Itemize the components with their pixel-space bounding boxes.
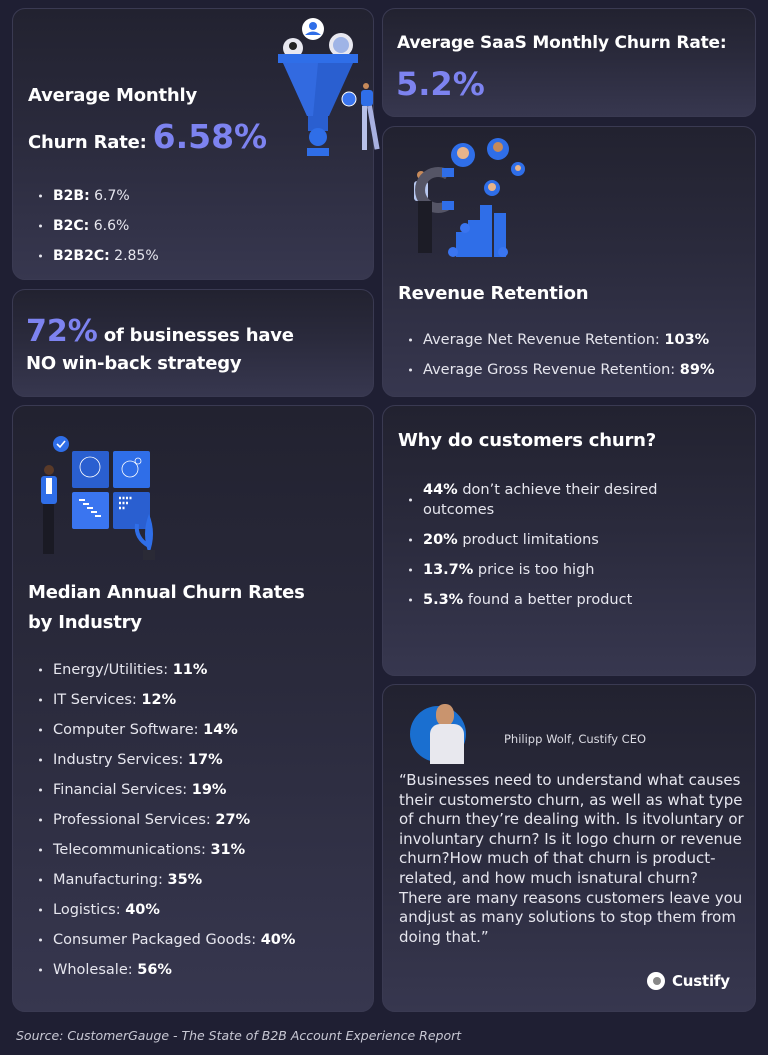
winback-text-line2: NO win-back strategy [26, 353, 242, 374]
list-item: Financial Services: 19% [29, 775, 295, 805]
avg-monthly-churn-card: Average Monthly Churn Rate: 6.58% B2B: 6… [12, 8, 380, 280]
list-item: Professional Services: 27% [29, 805, 295, 835]
revenue-retention-card: Revenue Retention Average Net Revenue Re… [382, 126, 756, 397]
avg-monthly-title-line2: Churn Rate: [28, 132, 147, 153]
why-churn-card: Why do customers churn? 44% don’t achiev… [382, 405, 756, 676]
quote-card: Philipp Wolf, Custify CEO “Businesses ne… [382, 684, 756, 1012]
quote-text: “Businesses need to understand what caus… [399, 771, 744, 946]
list-item: Telecommunications: 31% [29, 835, 295, 865]
list-item: 5.3% found a better product [399, 590, 699, 610]
avg-monthly-breakdown: B2B: 6.7% B2C: 6.6% B2B2C: 2.85% [29, 181, 159, 271]
industry-churn-card: Median Annual Churn Rates by Industry En… [12, 405, 374, 1012]
list-item: Energy/Utilities: 11% [29, 655, 295, 685]
list-item: 20% product limitations [399, 530, 699, 550]
custify-brand: Custify [647, 972, 730, 990]
list-item: Industry Services: 17% [29, 745, 295, 775]
funnel-illustration-icon [278, 18, 380, 156]
revenue-retention-list: Average Net Revenue Retention: 103% Aver… [399, 325, 715, 385]
list-item: IT Services: 12% [29, 685, 295, 715]
agile-boards-illustration-icon [41, 436, 155, 560]
list-item: Manufacturing: 35% [29, 865, 295, 895]
revenue-retention-title: Revenue Retention [398, 283, 589, 304]
industry-title-line2: by Industry [28, 612, 142, 633]
list-item: Average Net Revenue Retention: 103% [399, 325, 715, 355]
saas-churn-title: Average SaaS Monthly Churn Rate: [397, 33, 727, 53]
list-item: B2C: 6.6% [29, 211, 159, 241]
why-churn-title: Why do customers churn? [398, 430, 657, 451]
winback-row: 72% of businesses have [26, 314, 294, 349]
source-citation: Source: CustomerGauge - The State of B2B… [16, 1028, 462, 1043]
custify-logo-icon [647, 972, 665, 990]
quote-author: Philipp Wolf, Custify CEO [504, 732, 647, 746]
magnet-coins-illustration-icon [414, 138, 525, 257]
avg-monthly-value: 6.58% [152, 117, 268, 156]
list-item: Wholesale: 56% [29, 955, 295, 985]
avg-monthly-title-row: Churn Rate: 6.58% [28, 117, 267, 156]
industry-title-line1: Median Annual Churn Rates [28, 582, 305, 603]
list-item: Average Gross Revenue Retention: 89% [399, 355, 715, 385]
list-item: Computer Software: 14% [29, 715, 295, 745]
why-churn-list: 44% don’t achieve their desired outcomes… [399, 480, 699, 610]
industry-list: Energy/Utilities: 11% IT Services: 12% C… [29, 655, 295, 985]
winback-value: 72% [26, 314, 98, 349]
list-item: 44% don’t achieve their desired outcomes [399, 480, 699, 520]
saas-churn-card: Average SaaS Monthly Churn Rate: 5.2% [382, 8, 756, 117]
list-item: Consumer Packaged Goods: 40% [29, 925, 295, 955]
list-item: Logistics: 40% [29, 895, 295, 925]
avg-monthly-title: Average Monthly [28, 85, 198, 106]
winback-text-line1: of businesses have [103, 325, 294, 346]
list-item: B2B2C: 2.85% [29, 241, 159, 271]
author-avatar [410, 702, 474, 764]
saas-churn-value: 5.2% [396, 65, 485, 103]
list-item: B2B: 6.7% [29, 181, 159, 211]
winback-card: 72% of businesses have NO win-back strat… [12, 289, 374, 397]
list-item: 13.7% price is too high [399, 560, 699, 580]
